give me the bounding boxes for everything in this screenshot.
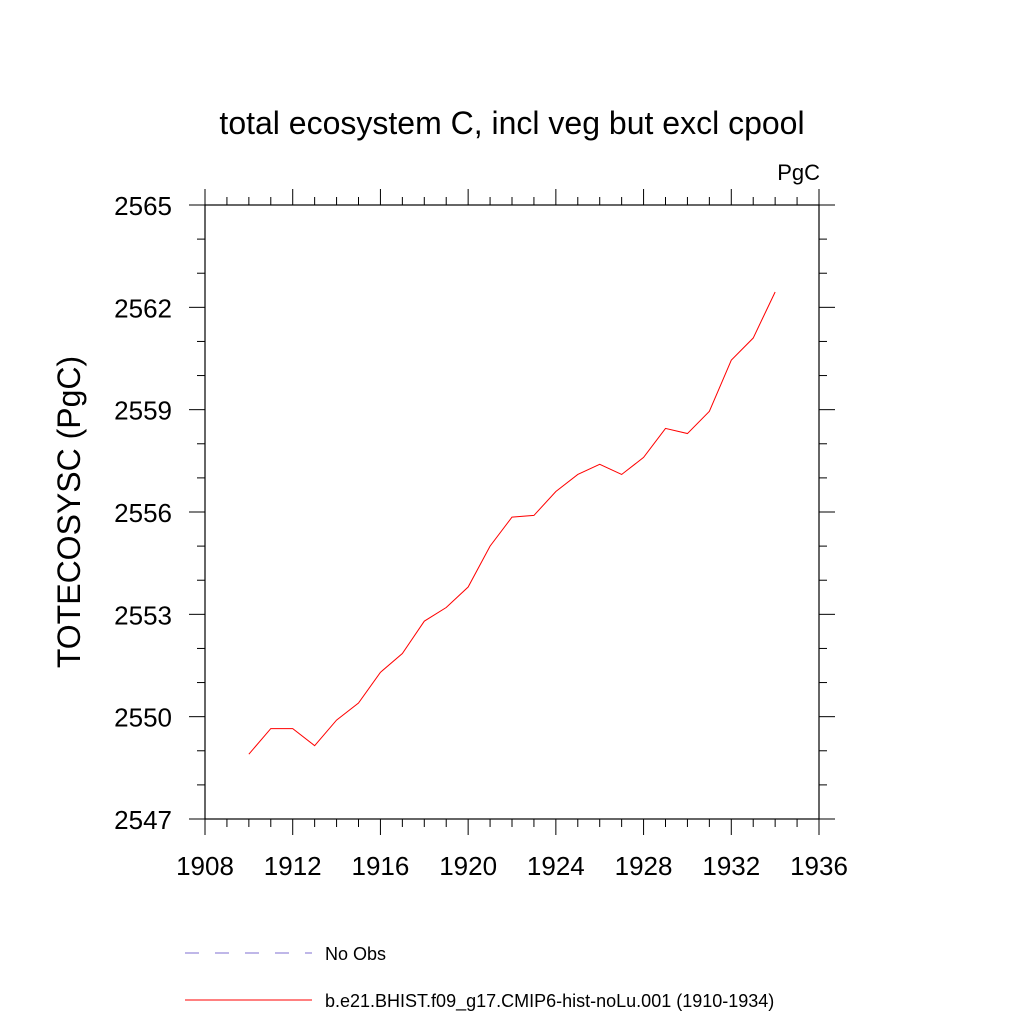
plot-frame	[204, 204, 820, 820]
x-tick-label: 1924	[527, 851, 585, 881]
y-tick-label: 2559	[114, 396, 172, 426]
x-tick-label: 1928	[615, 851, 673, 881]
legend: No Obs b.e21.BHIST.f09_g17.CMIP6-hist-noL…	[185, 944, 774, 1012]
x-tick-label: 1932	[702, 851, 760, 881]
x-tick-labels: 1908 1912 1916 1920 1924 1928 1932 1936	[176, 851, 848, 881]
y-tick-label: 2565	[114, 191, 172, 221]
x-tick-label: 1908	[176, 851, 234, 881]
y-tick-label: 2550	[114, 703, 172, 733]
x-tick-label: 1936	[790, 851, 848, 881]
x-tick-label: 1920	[439, 851, 497, 881]
series-layer	[248, 291, 776, 755]
axis-ticks	[189, 189, 835, 835]
legend-label: No Obs	[325, 944, 386, 964]
y-tick-label: 2547	[114, 805, 172, 835]
legend-label: b.e21.BHIST.f09_g17.CMIP6-hist-noLu.001 …	[325, 991, 774, 1012]
units-label: PgC	[777, 160, 820, 185]
chart-title: total ecosystem C, incl veg but excl cpo…	[219, 105, 804, 141]
x-tick-label: 1916	[352, 851, 410, 881]
series-line	[248, 291, 776, 755]
y-tick-label: 2556	[114, 498, 172, 528]
y-tick-label: 2553	[114, 600, 172, 630]
y-tick-labels: 2547 2550 2553 2556 2559 2562 2565	[114, 191, 172, 835]
y-axis-label: TOTECOSYSC (PgC)	[51, 356, 87, 668]
x-tick-label: 1912	[264, 851, 322, 881]
y-tick-label: 2562	[114, 293, 172, 323]
